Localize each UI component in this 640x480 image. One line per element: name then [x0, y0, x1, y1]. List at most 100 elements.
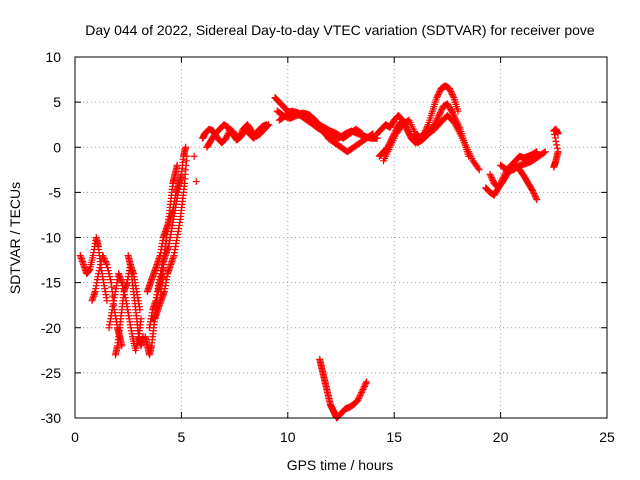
data-point [358, 130, 366, 138]
data-point [192, 178, 200, 186]
y-tick-label: 0 [53, 139, 61, 155]
data-point [99, 253, 107, 261]
data-point [96, 264, 104, 272]
data-point [355, 393, 363, 401]
data-point [433, 116, 441, 124]
data-point [363, 378, 371, 386]
data-point [360, 382, 368, 390]
data-point [357, 390, 365, 398]
data-point [448, 91, 456, 99]
data-point [106, 276, 114, 284]
data-point [263, 121, 271, 129]
data-point [448, 107, 456, 115]
data-point [356, 391, 364, 399]
series-15 [275, 107, 366, 142]
data-point [553, 141, 561, 149]
data-point [554, 148, 562, 156]
data-point [368, 130, 376, 138]
data-point [222, 134, 230, 142]
axis-ticks [74, 56, 608, 419]
data-point [450, 112, 458, 120]
series-16 [316, 355, 371, 422]
data-point [446, 86, 454, 94]
x-tick-label: 10 [280, 429, 296, 445]
y-tick-label: 5 [53, 94, 61, 110]
chart-title: Day 044 of 2022, Sidereal Day-to-day VTE… [85, 22, 595, 38]
data-point [103, 297, 111, 305]
data-point [475, 166, 483, 174]
data-point [446, 85, 454, 93]
data-point [97, 261, 105, 269]
data-point [435, 112, 443, 120]
y-tick-label: 10 [45, 49, 61, 65]
data-point [94, 270, 102, 278]
series-3 [111, 261, 144, 359]
data-point [433, 94, 441, 102]
data-point [102, 259, 110, 267]
data-point [104, 264, 112, 272]
data-point [103, 261, 111, 269]
y-tick-label: -20 [41, 320, 61, 336]
data-point [487, 173, 495, 181]
series-9 [156, 161, 181, 305]
data-point [357, 129, 365, 137]
data-point [358, 388, 366, 396]
data-point [489, 176, 497, 184]
data-point [488, 175, 496, 183]
data-point [487, 172, 495, 180]
data-point [424, 122, 432, 130]
data-point [437, 107, 445, 115]
y-tick-label: -10 [41, 230, 61, 246]
data-point [403, 125, 411, 133]
data-point [183, 152, 191, 160]
data-point [474, 164, 482, 172]
data-point [553, 144, 561, 152]
data-point [448, 89, 456, 97]
series-12 [203, 121, 271, 151]
data-point [554, 130, 562, 138]
y-tick-label: -15 [41, 275, 61, 291]
data-point [529, 188, 537, 196]
data-point [404, 127, 412, 135]
data-point [541, 148, 549, 156]
y-axis-label: SDTVAR / TECUs [7, 182, 23, 294]
y-tick-labels: -30 -25 -20 -15 -10 -5 0 5 10 [41, 49, 61, 426]
data-point [190, 152, 198, 160]
data-point [435, 89, 443, 97]
data-point [531, 191, 539, 199]
data-point [434, 113, 442, 121]
data-point [100, 255, 108, 263]
data-point [173, 161, 181, 169]
data-point [360, 384, 368, 392]
series-0 [76, 234, 111, 305]
series-23 [550, 125, 562, 171]
data-point [182, 143, 190, 151]
series-19 [380, 112, 483, 174]
data-point [449, 110, 457, 118]
data-point [106, 273, 114, 281]
series-10 [190, 152, 200, 186]
data-point [95, 267, 103, 275]
data-point [436, 110, 444, 118]
data-point [449, 92, 457, 100]
y-tick-label: -30 [41, 410, 61, 426]
data-point [448, 109, 456, 117]
data-point [436, 109, 444, 117]
data-point [102, 258, 110, 266]
data-point [105, 270, 113, 278]
x-tick-label: 20 [493, 429, 509, 445]
data-point [359, 385, 367, 393]
data-point [552, 137, 560, 145]
x-axis-label: GPS time / hours [287, 457, 394, 473]
x-tick-label: 15 [386, 429, 402, 445]
x-tick-label: 5 [178, 429, 186, 445]
data-point [530, 190, 538, 198]
data-point [354, 396, 362, 404]
data-point [362, 379, 370, 387]
data-point [551, 134, 559, 142]
data-points [76, 82, 562, 422]
x-tick-label: 0 [71, 429, 79, 445]
data-point [361, 381, 369, 389]
